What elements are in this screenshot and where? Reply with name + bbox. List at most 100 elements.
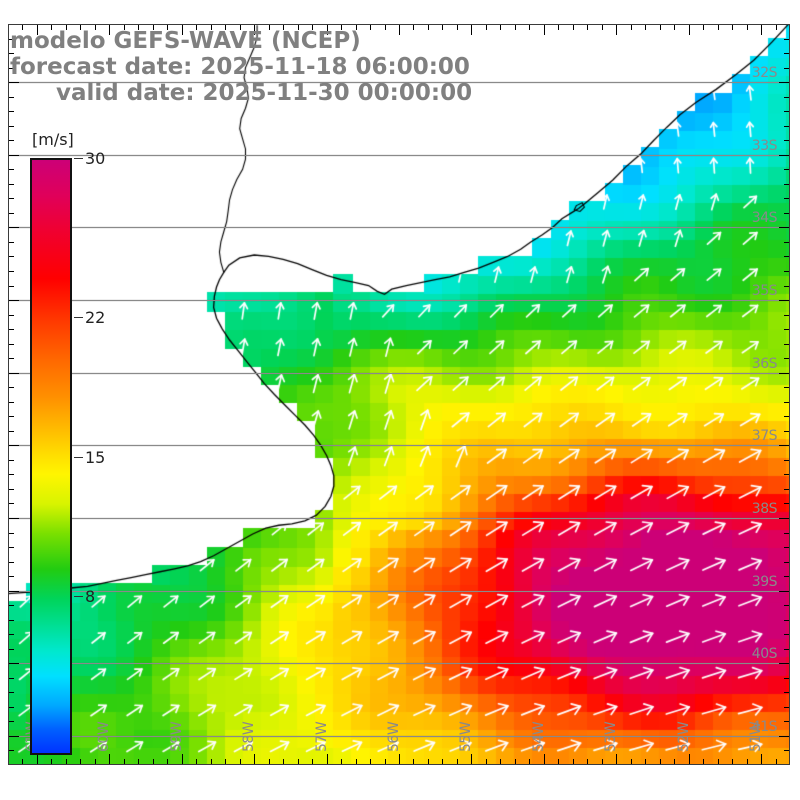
axis-tick (784, 707, 790, 708)
axis-tick (645, 24, 646, 30)
axis-tick (471, 754, 472, 765)
longitude-tick-label: 53W (603, 721, 619, 752)
axis-tick (776, 759, 777, 765)
axis-tick (779, 155, 790, 156)
axis-tick (8, 489, 14, 490)
axis-tick (784, 431, 790, 432)
axis-tick (312, 24, 313, 30)
axis-tick (784, 169, 790, 170)
axis-tick (660, 759, 661, 765)
axis-tick (645, 759, 646, 765)
axis-tick (486, 759, 487, 765)
latitude-tick-label: 34S (751, 210, 778, 226)
axis-tick (616, 754, 617, 765)
axis-tick (442, 24, 443, 30)
axis-tick (784, 24, 790, 25)
axis-tick (8, 533, 14, 534)
axis-tick (784, 750, 790, 751)
axis-tick (399, 754, 400, 765)
axis-tick (269, 24, 270, 30)
axis-tick (283, 24, 284, 30)
axis-tick (8, 198, 14, 199)
axis-tick (8, 721, 14, 722)
axis-tick (8, 140, 14, 141)
axis-tick (8, 649, 14, 650)
wind-speed-heatmap-canvas[interactable] (8, 24, 790, 765)
axis-tick (784, 533, 790, 534)
axis-tick (341, 759, 342, 765)
axis-tick (761, 754, 762, 765)
axis-tick (8, 68, 14, 69)
axis-tick (8, 315, 14, 316)
axis-tick (37, 24, 38, 35)
axis-tick (80, 24, 81, 30)
axis-tick (66, 759, 67, 765)
axis-tick (779, 373, 790, 374)
axis-tick (8, 707, 14, 708)
axis-tick (674, 24, 675, 30)
axis-tick (8, 503, 14, 504)
axis-tick (674, 759, 675, 765)
gridline-latitude (8, 373, 790, 374)
colorbar: [m/s] 30 22 15 8 (30, 130, 105, 755)
axis-tick (689, 24, 690, 35)
axis-tick (631, 759, 632, 765)
longitude-tick-label: 52W (676, 721, 692, 752)
axis-tick (8, 474, 14, 475)
axis-tick (356, 24, 357, 30)
axis-tick (8, 53, 14, 54)
axis-tick (37, 754, 38, 765)
axis-tick (22, 24, 23, 30)
axis-tick (51, 24, 52, 30)
colorbar-tick-label: 15 (85, 447, 106, 467)
axis-tick (356, 759, 357, 765)
axis-tick (8, 271, 14, 272)
latitude-tick-label: 32S (751, 65, 778, 81)
axis-tick (761, 24, 762, 35)
axis-tick (8, 82, 19, 83)
axis-tick (80, 759, 81, 765)
axis-tick (703, 759, 704, 765)
latitude-tick-label: 41S (751, 719, 778, 735)
gridline-latitude (8, 518, 790, 519)
longitude-tick-label: 54W (531, 721, 547, 752)
axis-tick (732, 24, 733, 30)
axis-tick (8, 416, 14, 417)
axis-tick (298, 759, 299, 765)
axis-tick (66, 24, 67, 30)
axis-tick (747, 759, 748, 765)
axis-tick (124, 759, 125, 765)
axis-tick (138, 24, 139, 30)
axis-tick (8, 242, 14, 243)
axis-tick (784, 68, 790, 69)
axis-tick (784, 474, 790, 475)
axis-tick (8, 169, 14, 170)
axis-tick (587, 759, 588, 765)
axis-tick (784, 562, 790, 563)
axis-tick (8, 227, 19, 228)
axis-tick (254, 24, 255, 35)
axis-tick (471, 24, 472, 35)
longitude-tick-label: 59W (169, 721, 185, 752)
axis-tick (385, 759, 386, 765)
axis-tick (784, 620, 790, 621)
axis-tick (8, 111, 14, 112)
axis-tick (784, 111, 790, 112)
axis-tick (784, 184, 790, 185)
axis-tick (8, 300, 19, 301)
colorbar-tick (74, 317, 83, 319)
axis-tick (240, 24, 241, 30)
axis-tick (8, 605, 14, 606)
map-plot-area[interactable]: 61W60W59W58W57W56W55W54W53W52W51W 32S33S… (8, 24, 790, 765)
colorbar-tick-label: 8 (85, 586, 96, 606)
axis-tick (660, 24, 661, 30)
axis-tick (558, 24, 559, 30)
axis-tick (138, 759, 139, 765)
axis-tick (784, 649, 790, 650)
axis-tick (784, 256, 790, 257)
axis-tick (784, 97, 790, 98)
axis-tick (784, 329, 790, 330)
axis-tick (428, 759, 429, 765)
axis-tick (784, 634, 790, 635)
